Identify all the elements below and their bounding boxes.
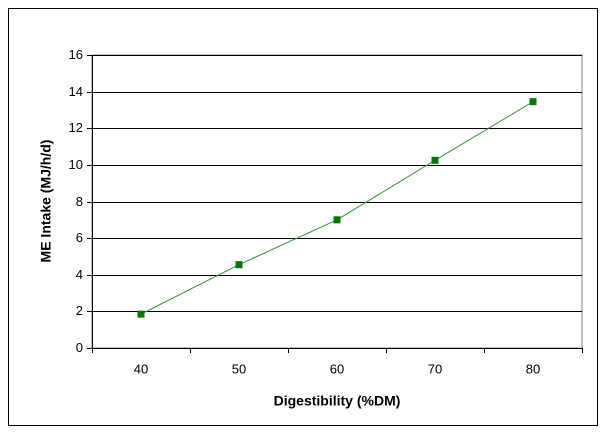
- y-tick-label: 6: [76, 230, 83, 245]
- y-tick-label: 10: [69, 157, 83, 172]
- x-tick-label: 60: [330, 361, 344, 376]
- plot-area: [91, 54, 583, 349]
- y-tick-label: 2: [76, 303, 83, 318]
- x-axis-title: Digestibility (%DM): [274, 393, 401, 409]
- x-tick-label: 40: [134, 361, 148, 376]
- y-axis-title: ME Intake (MJ/h/d): [38, 140, 54, 263]
- data-marker: [235, 261, 243, 269]
- y-tick-label: 14: [69, 84, 83, 99]
- x-tick-label: 70: [428, 361, 442, 376]
- x-tick-label: 80: [526, 361, 540, 376]
- y-tick-label: 8: [76, 194, 83, 209]
- x-tick-label: 50: [232, 361, 246, 376]
- y-tick-label: 4: [76, 267, 83, 282]
- data-marker: [431, 156, 439, 164]
- y-tick-label: 0: [76, 340, 83, 355]
- data-marker: [529, 98, 537, 106]
- y-tick-label: 16: [69, 47, 83, 62]
- y-tick-label: 12: [69, 120, 83, 135]
- data-marker: [333, 216, 341, 224]
- data-marker: [137, 310, 145, 318]
